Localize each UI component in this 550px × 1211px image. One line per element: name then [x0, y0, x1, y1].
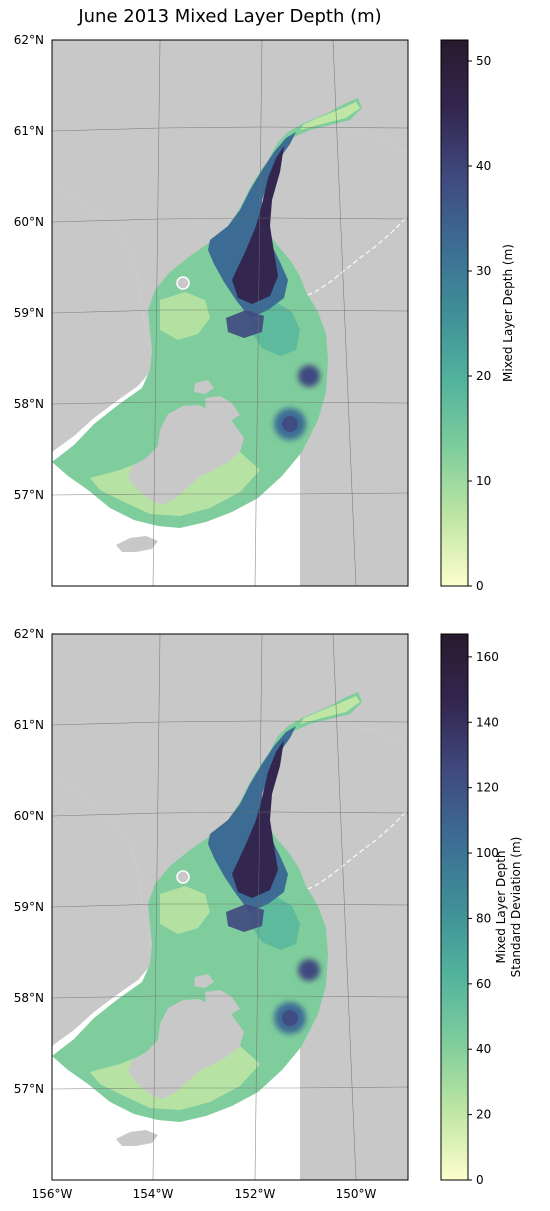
parallel-60n [52, 811, 408, 817]
lat-label-58n: 58°N [14, 991, 44, 1005]
upper-inlet-arm [300, 102, 360, 130]
meridian-154w [152, 634, 161, 1180]
lat-label-61n: 61°N [14, 718, 44, 732]
colorbar-label-line-1: Mixed Layer Depth (m) [501, 244, 515, 382]
upper-inlet-arm [300, 696, 360, 724]
shelf-edge-values [250, 300, 300, 356]
lat-label-57n: 57°N [14, 488, 44, 502]
colorbar-tick-label-40: 40 [476, 159, 491, 173]
colorbar-tick-label-60: 60 [476, 977, 491, 991]
lat-label-60n: 60°N [14, 809, 44, 823]
colorbar-tick-label-40: 40 [476, 1042, 491, 1056]
shuyak-island-land [194, 380, 214, 394]
lat-label-57n: 57°N [14, 1082, 44, 1096]
meridian-152w [254, 634, 263, 1180]
kenai-peninsula-land [250, 127, 408, 586]
colorbar-tick-label-20: 20 [476, 369, 491, 383]
colorbar-tick-label-50: 50 [476, 54, 491, 68]
shuyak-island-land [194, 974, 214, 988]
offshore-eddy-north [298, 959, 320, 981]
mld-std-map-panel: 62°N 61°N 60°N 59°N 58°N 57°N 0 20 40 60 80 100 120 1… [14, 627, 523, 1201]
parallel-58n [52, 995, 408, 999]
map-area [52, 40, 408, 586]
graticule [52, 634, 408, 1180]
offshore-eddy-north [298, 365, 320, 387]
lat-label-61n: 61°N [14, 124, 44, 138]
augustine-island [176, 276, 190, 290]
lat-label-60n: 60°N [14, 215, 44, 229]
map-area [52, 634, 408, 1180]
parallel-58n [52, 401, 408, 405]
parallel-57n [52, 1086, 408, 1090]
parallel-62n [52, 634, 59, 635]
parallel-60n [52, 217, 408, 223]
cook-inlet-low-values [160, 886, 210, 934]
colorbar-tick-label-0: 0 [476, 1173, 484, 1187]
colorbar-tick-label-140: 140 [476, 715, 499, 729]
kenai-coastline [299, 215, 408, 299]
graticule [52, 40, 408, 586]
colorbar-tick-label-100: 100 [476, 846, 499, 860]
lon-label-154w: 154°W [133, 1187, 174, 1201]
strait-deep-patch [226, 904, 264, 932]
meridian-152w [254, 40, 263, 586]
colorbar-tick-label-120: 120 [476, 781, 499, 795]
colorbar [440, 633, 469, 1181]
parallel-59n [52, 309, 408, 314]
kodiak-island-land [128, 405, 244, 505]
lat-label-59n: 59°N [14, 306, 44, 320]
alaska-peninsula-land [52, 186, 150, 452]
kenai-coastline [299, 809, 408, 893]
mld-map-panel: 62°N 61°N 60°N 59°N 58°N 57°N 0 10 20 30 40 50 Mixed… [14, 33, 515, 593]
trinity-islands-land [116, 1130, 158, 1146]
offshore-eddy-core [282, 1010, 298, 1026]
lat-label-62n: 62°N [14, 33, 44, 47]
colorbar-tick-label-30: 30 [476, 264, 491, 278]
lon-label-150w: 150°W [336, 1187, 377, 1201]
meridian-150w [332, 40, 357, 586]
lon-label-152w: 152°W [235, 1187, 276, 1201]
kenai-peninsula-land [250, 721, 408, 1180]
inlet-channel-deepest [232, 146, 284, 304]
lat-label-59n: 59°N [14, 900, 44, 914]
lat-label-58n: 58°N [14, 397, 44, 411]
augustine-island [176, 870, 190, 884]
offshore-eddy-core [282, 416, 298, 432]
alaska-peninsula-land [52, 780, 150, 1046]
map-frame [51, 39, 409, 587]
parallel-59n [52, 903, 408, 908]
colorbar-label-line-1: Mixed Layer Depth [494, 850, 508, 963]
colorbar-tick-label-10: 10 [476, 474, 491, 488]
colorbar [440, 39, 469, 587]
colorbar-label-line-2: Standard Deviation (m) [509, 837, 523, 978]
colorbar-tick-label-0: 0 [476, 579, 484, 593]
trinity-islands-land [116, 536, 158, 552]
meridian-154w [152, 40, 161, 586]
colorbar-tick-label-80: 80 [476, 911, 491, 925]
parallel-57n [52, 492, 408, 496]
lat-label-62n: 62°N [14, 627, 44, 641]
inlet-channel-deepest [232, 740, 284, 898]
shelf-edge-values [250, 894, 300, 950]
kodiak-island-land [128, 999, 244, 1099]
strait-deep-patch [226, 310, 264, 338]
cook-inlet-low-values [160, 292, 210, 340]
map-frame [51, 633, 409, 1181]
colorbar-tick-label-160: 160 [476, 650, 499, 664]
parallel-62n [52, 40, 59, 41]
meridian-150w [332, 634, 357, 1180]
lon-label-156w: 156°W [32, 1187, 73, 1201]
figure-title: June 2013 Mixed Layer Depth (m) [78, 6, 382, 27]
colorbar-tick-label-20: 20 [476, 1108, 491, 1122]
